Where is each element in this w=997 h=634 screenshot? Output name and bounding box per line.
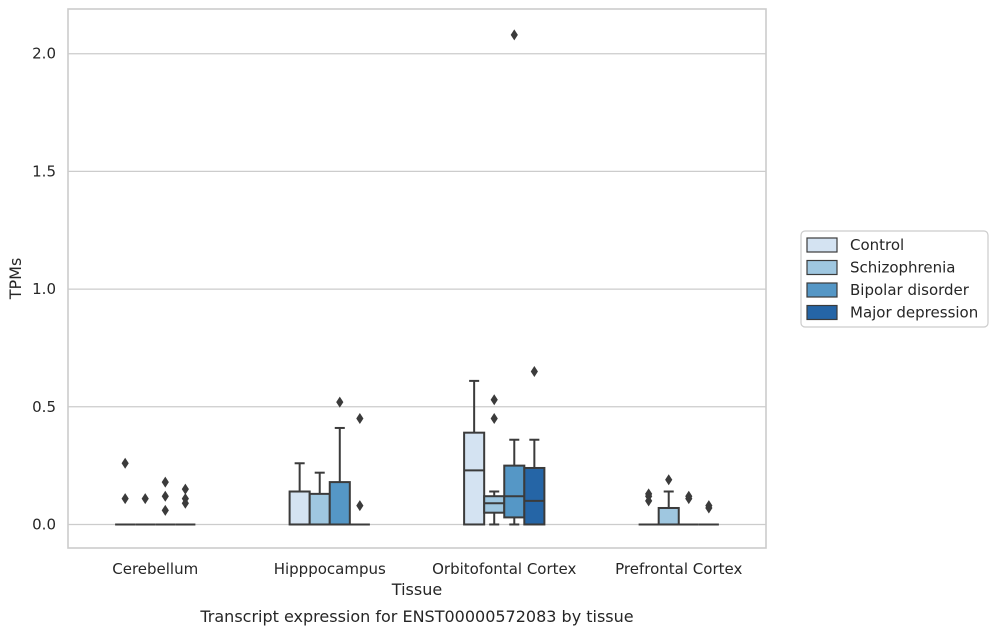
y-tick-label: 1.5 xyxy=(32,162,56,180)
legend-swatch xyxy=(806,237,838,253)
box-control xyxy=(463,379,486,526)
outlier-point xyxy=(356,413,364,425)
box-body xyxy=(288,490,311,526)
box-body xyxy=(463,431,486,526)
x-tick-label: Orbitofontal Cortex xyxy=(432,560,576,578)
outlier-point xyxy=(181,497,189,509)
outlier-point xyxy=(645,495,653,507)
outlier-point xyxy=(161,504,169,516)
outlier-point xyxy=(141,493,149,505)
outlier-point xyxy=(510,29,518,41)
x-tick-label: Hipppocampus xyxy=(274,560,386,578)
box-schizophrenia xyxy=(657,474,680,526)
box-plots xyxy=(115,29,719,526)
box-bipolar-disorder xyxy=(678,490,699,526)
y-axis-label: TPMs xyxy=(6,258,25,301)
y-tick-label: 2.0 xyxy=(32,45,56,63)
x-tick-label: Cerebellum xyxy=(112,560,198,578)
x-axis-label: Tissue xyxy=(391,580,442,599)
box-body xyxy=(523,466,546,526)
legend-frame xyxy=(800,230,989,328)
grid-lines xyxy=(68,53,766,526)
box-body xyxy=(657,506,680,526)
box-body xyxy=(483,495,506,514)
box-schizophrenia xyxy=(483,394,506,526)
y-tick-labels: 0.0 0.5 1.0 1.5 2.0 xyxy=(32,45,56,534)
plot-frame xyxy=(67,8,767,549)
outlier-point xyxy=(490,394,498,406)
outlier-point xyxy=(705,502,713,514)
outlier-point xyxy=(161,476,169,488)
box-body xyxy=(328,481,351,526)
box-control xyxy=(288,462,311,526)
legend-label: Schizophrenia xyxy=(850,259,955,277)
outlier-point xyxy=(490,413,498,425)
outlier-point xyxy=(336,396,344,408)
box-major-depression xyxy=(698,500,719,526)
legend-items: Control Schizophrenia Bipolar disorder Majo… xyxy=(806,236,978,322)
y-tick-label: 0.5 xyxy=(32,398,56,416)
legend-swatch xyxy=(806,259,838,276)
legend: Control Schizophrenia Bipolar disorder Majo… xyxy=(800,230,989,328)
outlier-point xyxy=(161,490,169,502)
box-major-depression xyxy=(349,413,370,526)
box-major-depression xyxy=(175,483,196,526)
y-tick-label: 0.0 xyxy=(32,515,56,533)
y-tick-label: 1.0 xyxy=(32,280,56,298)
box-schizophrenia xyxy=(308,471,331,526)
legend-swatch xyxy=(806,282,838,298)
legend-label: Bipolar disorder xyxy=(850,281,970,299)
x-tick-label: Prefrontal Cortex xyxy=(615,560,742,578)
legend-label: Control xyxy=(850,236,904,254)
box-bipolar-disorder xyxy=(328,396,351,526)
x-tick-labels: Cerebellum Hipppocampus Orbitofontal Corte… xyxy=(112,560,742,578)
legend-label: Major depression xyxy=(850,304,978,322)
chart-caption: Transcript expression for ENST0000057208… xyxy=(199,607,633,626)
box-control xyxy=(115,457,136,526)
outlier-point xyxy=(356,500,364,512)
outlier-point xyxy=(665,474,673,486)
box-major-depression xyxy=(523,365,546,526)
outlier-point xyxy=(530,365,538,377)
outlier-point xyxy=(685,493,693,505)
outlier-point xyxy=(121,457,129,469)
box-body xyxy=(308,492,331,526)
box-control xyxy=(638,488,659,526)
box-body xyxy=(503,464,526,519)
box-schizophrenia xyxy=(135,493,156,526)
legend-swatch xyxy=(806,304,838,321)
box-bipolar-disorder xyxy=(155,476,176,526)
box-bipolar-disorder xyxy=(503,29,526,526)
outlier-point xyxy=(121,493,129,505)
outlier-point xyxy=(181,483,189,495)
